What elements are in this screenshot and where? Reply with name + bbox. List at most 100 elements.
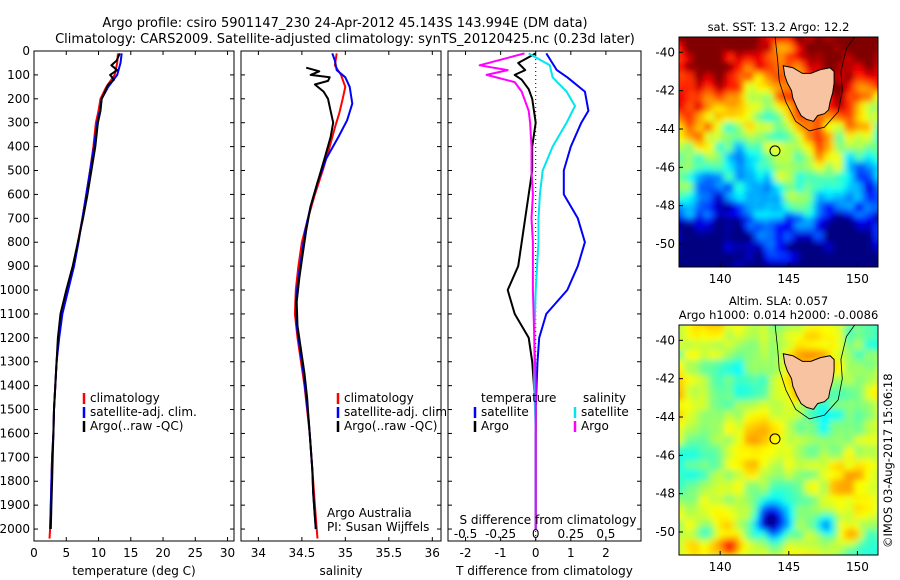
map-cell bbox=[834, 465, 840, 471]
map-cell bbox=[719, 550, 725, 555]
map-cell bbox=[719, 365, 725, 371]
map-cell bbox=[754, 430, 760, 436]
map-cell bbox=[714, 237, 720, 243]
map-cell bbox=[769, 92, 775, 98]
map-cell bbox=[689, 560, 695, 566]
map-cell bbox=[859, 445, 865, 451]
map-cell bbox=[864, 97, 870, 103]
map-cell bbox=[869, 515, 875, 521]
map-cell bbox=[839, 222, 845, 228]
map-cell bbox=[704, 355, 710, 361]
map-cell bbox=[884, 117, 890, 123]
map-cell bbox=[704, 330, 710, 336]
map-cell bbox=[704, 405, 710, 411]
map-cell bbox=[864, 505, 870, 511]
map-cell bbox=[844, 127, 850, 133]
map-cell bbox=[884, 67, 890, 73]
map-cell bbox=[699, 162, 705, 168]
map-cell bbox=[704, 525, 710, 531]
map-cell bbox=[719, 147, 725, 153]
map-cell bbox=[734, 510, 740, 516]
map-cell bbox=[869, 425, 875, 431]
map-cell bbox=[734, 450, 740, 456]
map-cell bbox=[829, 207, 835, 213]
map-cell bbox=[754, 197, 760, 203]
map-cell bbox=[784, 540, 790, 546]
map-cell bbox=[769, 122, 775, 128]
map-cell bbox=[744, 395, 750, 401]
map-cell bbox=[834, 350, 840, 356]
map-cell bbox=[724, 375, 730, 381]
map-cell bbox=[804, 415, 810, 421]
map-cell bbox=[724, 505, 730, 511]
map-cell bbox=[669, 390, 675, 396]
map-cell bbox=[754, 177, 760, 183]
map-cell bbox=[739, 102, 745, 108]
map-cell bbox=[824, 480, 830, 486]
map-cell bbox=[774, 435, 780, 441]
map-cell bbox=[864, 360, 870, 366]
map-cell bbox=[714, 122, 720, 128]
map-cell bbox=[809, 147, 815, 153]
map-cell bbox=[854, 167, 860, 173]
x-tick-label: -1 bbox=[495, 546, 507, 560]
map-cell bbox=[809, 355, 815, 361]
map-cell bbox=[754, 355, 760, 361]
map-cell bbox=[744, 435, 750, 441]
map-cell bbox=[769, 72, 775, 78]
map-cell bbox=[804, 500, 810, 506]
map-cell bbox=[724, 147, 730, 153]
map-cell bbox=[714, 510, 720, 516]
map-x-tick-label: 150 bbox=[846, 560, 869, 574]
map-cell bbox=[749, 335, 755, 341]
map-cell bbox=[809, 152, 815, 158]
map-cell bbox=[769, 330, 775, 336]
map-cell bbox=[829, 490, 835, 496]
map-cell bbox=[684, 445, 690, 451]
map-cell bbox=[779, 455, 785, 461]
map-cell bbox=[874, 222, 878, 228]
map-cell bbox=[714, 117, 720, 123]
map-cell bbox=[804, 37, 810, 43]
map-cell bbox=[809, 490, 815, 496]
map-cell bbox=[694, 212, 700, 218]
map-cell bbox=[709, 82, 715, 88]
map-cell bbox=[854, 495, 860, 501]
map-cell bbox=[789, 460, 795, 466]
map-cell bbox=[854, 410, 860, 416]
map-cell bbox=[794, 192, 800, 198]
map-cell bbox=[769, 505, 775, 511]
map-cell bbox=[699, 197, 705, 203]
map-cell bbox=[684, 480, 690, 486]
map-cell bbox=[804, 232, 810, 238]
map-cell bbox=[799, 242, 805, 248]
map-cell bbox=[689, 257, 695, 263]
map-cell bbox=[789, 400, 795, 406]
map-cell bbox=[704, 350, 710, 356]
map-cell bbox=[779, 480, 785, 486]
map-cell bbox=[874, 425, 878, 431]
map-cell bbox=[739, 97, 745, 103]
map-cell bbox=[859, 222, 865, 228]
map-cell bbox=[809, 227, 815, 233]
map-cell bbox=[834, 112, 840, 118]
map-cell bbox=[794, 535, 800, 541]
map-cell bbox=[799, 325, 805, 331]
map-cell bbox=[874, 335, 878, 341]
map-cell bbox=[684, 152, 690, 158]
map-cell bbox=[844, 400, 850, 406]
map-cell bbox=[734, 62, 740, 68]
map-cell bbox=[754, 72, 760, 78]
map-cell bbox=[734, 52, 740, 58]
map-cell bbox=[694, 415, 700, 421]
map-cell bbox=[879, 237, 885, 243]
map-cell bbox=[749, 390, 755, 396]
map-cell bbox=[774, 152, 780, 158]
map-cell bbox=[699, 390, 705, 396]
map-cell bbox=[879, 257, 885, 263]
map-cell bbox=[864, 107, 870, 113]
map-cell bbox=[884, 345, 890, 351]
map-cell bbox=[879, 142, 885, 148]
map-cell bbox=[754, 127, 760, 133]
map-cell bbox=[759, 385, 765, 391]
